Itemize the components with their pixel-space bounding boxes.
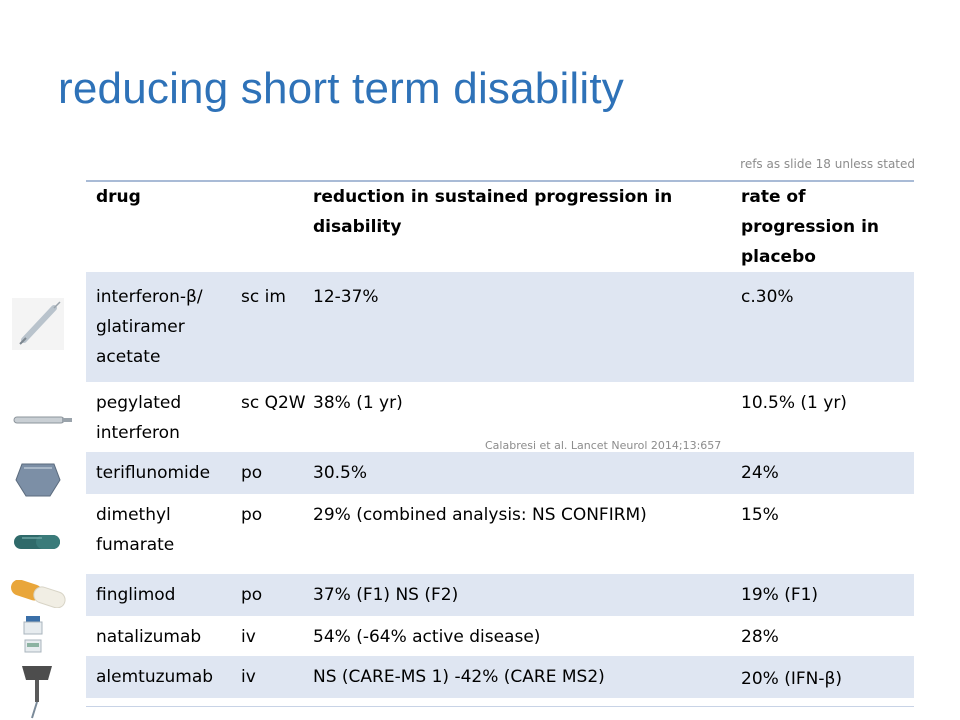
header-route: [241, 181, 313, 272]
header-reduction: reduction in sustained progression in di…: [313, 187, 673, 237]
table-header-row: drug reduction in sustained progression …: [86, 181, 914, 272]
table-row: interferon-β/ glatiramer acetate sc im 1…: [86, 272, 914, 382]
table-bottom-rule: [86, 706, 914, 707]
capsule-icon: [14, 535, 60, 549]
pen-injector-icon: [13, 416, 72, 424]
header-placebo: rate of progression in placebo: [741, 187, 880, 267]
route-cell: sc Q2W: [241, 393, 306, 413]
table-row: teriflunomide po 30.5% 24%: [86, 452, 914, 494]
drug-cell: interferon-β/ glatiramer acetate: [96, 287, 203, 367]
table-row: alemtuzumab iv NS (CARE-MS 1) -42% (CARE…: [86, 656, 914, 698]
iv-bag-icon: [22, 666, 52, 719]
placebo-cell: 19% (F1): [741, 585, 819, 605]
syringe-icon: [12, 298, 64, 350]
slide-title: reducing short term disability: [58, 64, 625, 113]
route-cell: iv: [241, 667, 256, 687]
table-row: finglimod po 37% (F1) NS (F2) 19% (F1): [86, 574, 914, 616]
reduction-cell: 37% (F1) NS (F2): [313, 585, 459, 605]
citation-note: Calabresi et al. Lancet Neurol 2014;13:6…: [485, 439, 722, 452]
vial-icon: [23, 616, 43, 653]
placebo-cell: 10.5% (1 yr): [741, 393, 847, 413]
drug-cell: pegylated interferon: [96, 393, 182, 443]
drug-cell: alemtuzumab: [96, 667, 214, 687]
reduction-cell: 12-37%: [313, 287, 379, 307]
placebo-cell: 15%: [741, 505, 779, 525]
reduction-cell: 29% (combined analysis: NS CONFIRM): [313, 505, 647, 525]
route-cell: po: [241, 505, 263, 525]
drug-cell: natalizumab: [96, 627, 202, 647]
capsule-icon: [11, 580, 66, 608]
table-row: dimethyl fumarate po 29% (combined analy…: [86, 494, 914, 574]
placebo-cell: 24%: [741, 463, 779, 483]
table-row: natalizumab iv 54% (-64% active disease)…: [86, 616, 914, 656]
route-cell: po: [241, 463, 263, 483]
drug-table: drug reduction in sustained progression …: [86, 180, 914, 698]
reduction-cell: 38% (1 yr): [313, 393, 403, 413]
tablet-icon: [15, 463, 61, 497]
route-cell: po: [241, 585, 263, 605]
route-cell: sc im: [241, 287, 286, 307]
drug-cell: dimethyl fumarate: [96, 505, 175, 555]
placebo-cell: 20% (IFN-β): [741, 669, 842, 689]
header-drug: drug: [96, 187, 141, 207]
table-row: pegylated interferon sc Q2W 38% (1 yr) 1…: [86, 382, 914, 452]
drug-cell: finglimod: [96, 585, 176, 605]
reduction-cell: NS (CARE-MS 1) -42% (CARE MS2): [313, 667, 605, 687]
reduction-cell: 54% (-64% active disease): [313, 627, 541, 647]
placebo-cell: 28%: [741, 627, 779, 647]
refs-note: refs as slide 18 unless stated: [740, 157, 915, 171]
placebo-cell: c.30%: [741, 287, 794, 307]
drug-cell: teriflunomide: [96, 463, 211, 483]
route-cell: iv: [241, 627, 256, 647]
reduction-cell: 30.5%: [313, 463, 368, 483]
